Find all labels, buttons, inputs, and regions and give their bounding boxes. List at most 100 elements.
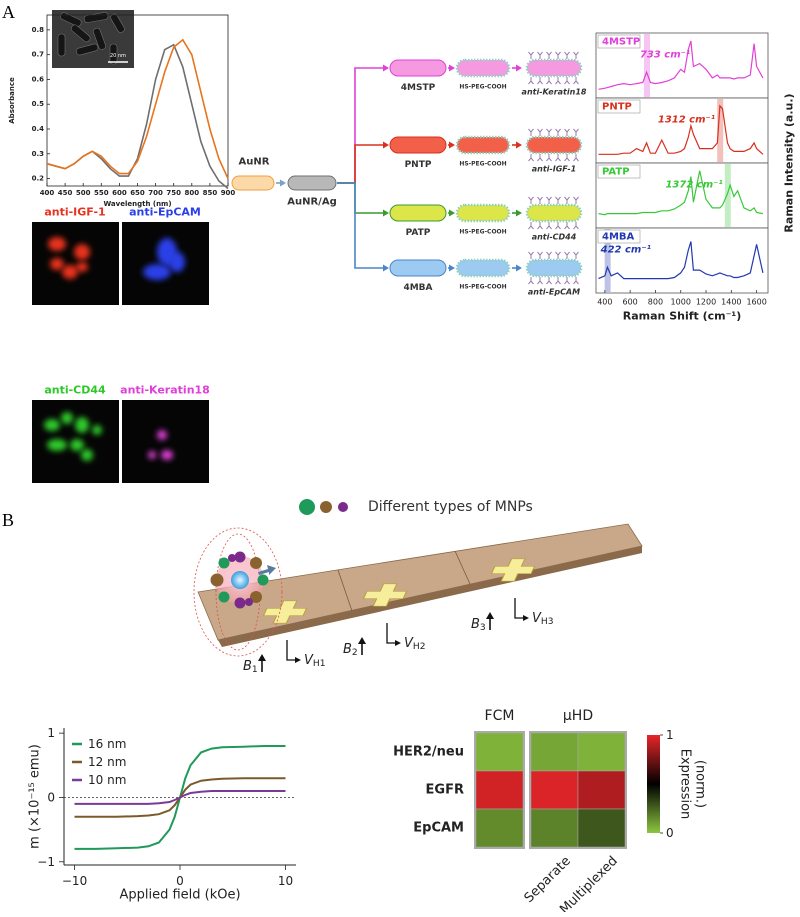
antibodies (528, 251, 579, 285)
series-name: 4MSTP (602, 37, 640, 48)
series-name: PATP (602, 167, 630, 178)
arrow-head (280, 179, 286, 187)
sensor-strip (197, 523, 643, 647)
data-line (74, 790, 286, 805)
x-tick-label: 600 (623, 298, 638, 307)
arrow-head (486, 612, 494, 619)
legend-label: 10 nm (88, 773, 126, 787)
x-tick-label: 850 (203, 189, 218, 197)
image-label: anti-IGF-1 (44, 206, 105, 219)
x-tick-label: 650 (130, 189, 145, 197)
branch-line (337, 144, 383, 184)
legend-label: 12 nm (88, 755, 126, 769)
arrow-head (383, 264, 389, 272)
y-tick-label: 0.5 (32, 100, 45, 108)
linker-label: HS-PEG-COOH (459, 161, 506, 168)
colorbar-label: Expression (678, 749, 693, 820)
series-tag (597, 164, 641, 179)
image-label: anti-Keratin18 (120, 384, 210, 397)
x-tick-label: 0 (176, 874, 184, 888)
fluorescence-spot (47, 439, 67, 451)
arrow-head (449, 209, 455, 217)
peak-highlight (717, 99, 724, 162)
y-tick-label: 0.4 (32, 125, 45, 133)
mnp-cluster (193, 527, 283, 657)
symbol: V (404, 636, 414, 651)
x-tick-label: 900 (221, 189, 236, 197)
symbol: B (243, 659, 252, 674)
nanorod (389, 136, 447, 154)
arrow-head (258, 654, 266, 661)
colorbar (647, 735, 660, 833)
nanorod (455, 58, 511, 78)
hall-cross (362, 583, 408, 607)
x-tick-label: 400 (597, 298, 612, 307)
x-tick-label: 400 (40, 189, 55, 197)
y-tick-label: 1 (47, 726, 55, 740)
linker-label: HS-PEG-COOH (459, 84, 506, 91)
antibody-label: anti-IGF-1 (532, 165, 576, 174)
subscript: 2 (352, 648, 358, 658)
strip-edge (218, 546, 642, 647)
colorbar-tick-label: 1 (666, 728, 674, 742)
symbol-label: VH1 (304, 653, 326, 670)
x-tick-label: 800 (648, 298, 663, 307)
fluorescence-spot (62, 265, 78, 279)
node-label: AuNR (239, 157, 270, 168)
mnp-legend: Different types of MNPs (299, 499, 533, 515)
x-tick-label: 1000 (671, 298, 691, 307)
x-tick-label: 750 (166, 189, 181, 197)
linker-label: HS-PEG-COOH (459, 284, 506, 291)
fluorescence-spot (74, 244, 90, 260)
hall-cross (490, 558, 536, 582)
fluorescence-spot (92, 425, 102, 435)
fluorescence-spot (48, 237, 66, 251)
x-tick-label: 500 (76, 189, 91, 197)
arrow-head (383, 209, 389, 217)
fluorescence-image (122, 400, 209, 483)
fluorescence-spot (61, 412, 73, 424)
y-axis-label: Absorbance (8, 77, 16, 124)
arrow-head (383, 64, 389, 72)
linker-label: HS-PEG-COOH (459, 229, 506, 236)
y-tick-label: 0 (47, 790, 55, 804)
x-axis-label: Applied field (kOe) (119, 888, 240, 903)
x-tick-label: 1600 (746, 298, 766, 307)
heatmap-cell (475, 770, 524, 810)
reporter-label: PNTP (405, 160, 432, 170)
y-tick-label: 0.8 (32, 26, 45, 34)
strip-surface (197, 523, 643, 641)
subscript: H1 (313, 659, 326, 669)
spectrum-line (598, 241, 764, 280)
motion-arrow (258, 565, 276, 575)
subscript: H3 (541, 617, 554, 627)
legend-text: Different types of MNPs (368, 499, 533, 515)
series-tag (597, 34, 641, 49)
arrow-head (449, 141, 455, 149)
arrow-head (449, 64, 455, 72)
x-axis-label: Raman Shift (cm⁻¹) (623, 310, 742, 323)
heatmap-cell (577, 732, 626, 772)
series-tag (597, 229, 641, 244)
panel-label: B (2, 510, 14, 530)
heatmap-cell (475, 732, 524, 772)
mnp-core (231, 571, 249, 589)
column-group-label: FCM (485, 708, 515, 724)
arrow-head (358, 637, 366, 644)
voltage-lead (514, 598, 525, 619)
heatmap-cell (530, 808, 579, 848)
arrow-head (516, 264, 522, 272)
antibodies (528, 51, 579, 85)
voltage-lead (286, 640, 297, 661)
heatmap-cell (530, 770, 579, 810)
y-tick-label: −1 (37, 855, 55, 869)
symbol-label: B2 (343, 642, 358, 659)
symbol-label: B1 (243, 659, 258, 676)
nanorod (389, 259, 447, 277)
arrow-head (516, 209, 522, 217)
fluorescence-spot (44, 419, 60, 431)
reporter-label: 4MSTP (401, 83, 436, 93)
symbol-label: VH2 (404, 636, 426, 653)
x-tick-label: 600 (112, 189, 127, 197)
